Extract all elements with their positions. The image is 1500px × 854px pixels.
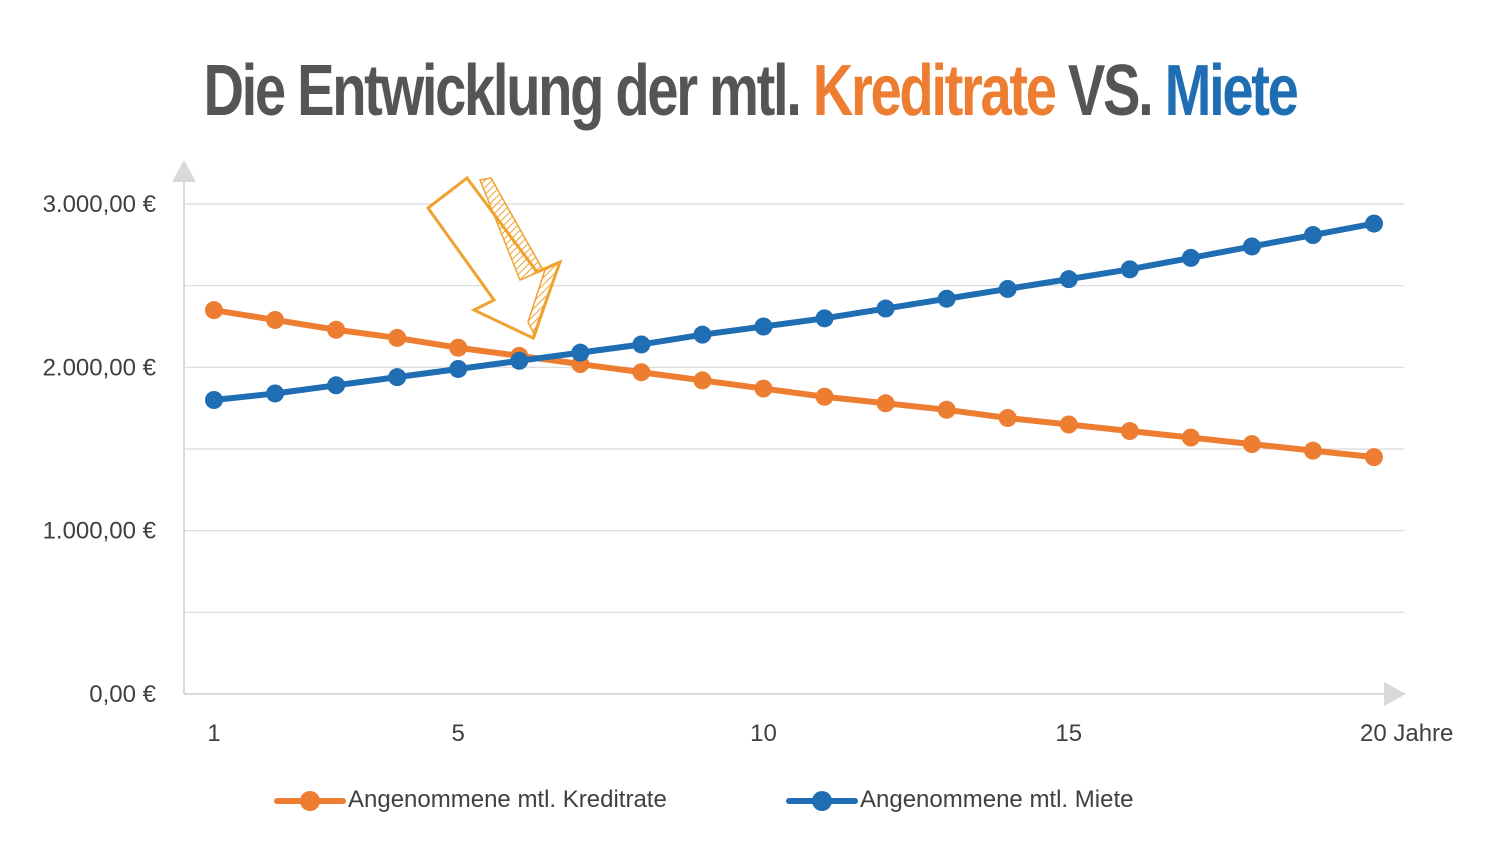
y-tick-label: 1.000,00 € xyxy=(43,518,157,545)
data-point-miete xyxy=(205,391,223,409)
data-point-kreditrate xyxy=(205,301,223,320)
data-point-kreditrate xyxy=(632,363,651,382)
data-point-kreditrate xyxy=(1181,428,1200,447)
data-point-miete xyxy=(1059,270,1078,289)
chart-title: Die Entwicklung der mtl. Kreditrate VS. … xyxy=(165,50,1335,132)
x-axis-arrowhead xyxy=(1384,682,1406,706)
data-point-miete xyxy=(388,368,407,387)
data-point-miete xyxy=(1365,214,1383,233)
axes xyxy=(172,160,1406,706)
legend-item-miete: Angenommene mtl. Miete xyxy=(786,780,1133,820)
data-point-miete xyxy=(998,279,1017,298)
data-point-kreditrate xyxy=(266,310,285,329)
data-point-kreditrate xyxy=(754,379,773,398)
data-point-miete xyxy=(449,359,468,378)
series-line-kreditrate xyxy=(211,307,1377,461)
data-point-miete xyxy=(266,384,285,403)
series-lines xyxy=(205,214,1383,467)
x-tick-label: 15 xyxy=(1055,720,1082,747)
data-point-kreditrate xyxy=(1365,448,1383,467)
data-point-kreditrate xyxy=(1242,435,1261,454)
data-point-kreditrate xyxy=(693,371,712,390)
data-point-miete xyxy=(510,351,529,370)
legend-label-kreditrate: Angenommene mtl. Kreditrate xyxy=(348,786,667,813)
data-point-miete xyxy=(876,299,895,318)
data-point-kreditrate xyxy=(1059,415,1078,434)
legend-label-miete: Angenommene mtl. Miete xyxy=(860,786,1134,813)
annotation-arrow-icon xyxy=(425,175,563,341)
data-point-miete xyxy=(815,309,834,328)
legend-item-kreditrate: Angenommene mtl. Kreditrate xyxy=(274,780,667,820)
data-point-miete xyxy=(327,376,346,395)
y-tick-label: 0,00 € xyxy=(89,681,156,708)
data-point-kreditrate xyxy=(449,338,468,357)
data-point-miete xyxy=(937,289,956,308)
data-point-miete xyxy=(1181,248,1200,267)
x-tick-label: 10 xyxy=(750,720,777,747)
data-point-miete xyxy=(1242,237,1261,256)
x-tick-labels: 1 5 10 15 20 Jahre xyxy=(207,720,1453,747)
title-part-miete: Miete xyxy=(1164,51,1299,131)
data-point-miete xyxy=(754,317,773,336)
title-part-kreditrate: Kreditrate xyxy=(812,51,1057,131)
gridlines xyxy=(184,203,1404,613)
legend-swatch-miete xyxy=(786,780,858,820)
data-point-kreditrate xyxy=(1120,422,1139,441)
y-tick-label: 2.000,00 € xyxy=(43,354,157,381)
data-point-kreditrate xyxy=(388,328,407,347)
data-point-miete xyxy=(1120,260,1139,279)
data-point-miete xyxy=(632,335,651,354)
data-point-kreditrate xyxy=(876,394,895,413)
data-point-kreditrate xyxy=(1303,441,1322,460)
legend-swatch-kreditrate xyxy=(274,780,346,820)
x-tick-label: 5 xyxy=(452,720,465,747)
y-tick-labels: 0,00 € 1.000,00 € 2.000,00 € 3.000,00 € xyxy=(43,191,157,708)
y-tick-label: 3.000,00 € xyxy=(43,191,157,218)
data-point-kreditrate xyxy=(937,400,956,419)
x-tick-label: 20 Jahre xyxy=(1360,720,1453,747)
title-part-1: Die Entwicklung der mtl. xyxy=(203,51,801,131)
data-point-kreditrate xyxy=(327,320,346,339)
title-part-vs: VS. xyxy=(1067,51,1154,131)
data-point-kreditrate xyxy=(815,387,834,406)
y-axis-arrowhead xyxy=(172,160,196,182)
legend: Angenommene mtl. Kreditrate Angenommene … xyxy=(0,780,1500,820)
series-line-miete xyxy=(211,220,1377,403)
data-point-miete xyxy=(693,325,712,344)
x-tick-label: 1 xyxy=(207,720,220,747)
data-point-miete xyxy=(1303,226,1322,245)
data-point-miete xyxy=(571,343,590,362)
data-point-kreditrate xyxy=(998,408,1017,427)
